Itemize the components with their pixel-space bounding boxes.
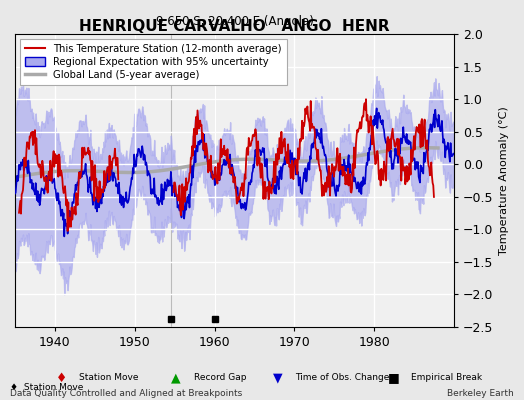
Text: Berkeley Earth: Berkeley Earth	[447, 389, 514, 398]
Text: ♦: ♦	[56, 372, 67, 384]
Legend: This Temperature Station (12-month average), Regional Expectation with 95% uncer: This Temperature Station (12-month avera…	[20, 39, 287, 85]
Y-axis label: Temperature Anomaly (°C): Temperature Anomaly (°C)	[499, 106, 509, 255]
Text: Station Move: Station Move	[79, 374, 138, 382]
Text: 9.650 S, 20.400 E (Angola): 9.650 S, 20.400 E (Angola)	[156, 15, 313, 28]
Text: ▲: ▲	[171, 372, 181, 384]
Text: Time of Obs. Change: Time of Obs. Change	[296, 374, 390, 382]
Text: ♦  Station Move: ♦ Station Move	[10, 383, 84, 392]
Text: Record Gap: Record Gap	[194, 374, 247, 382]
Text: ■: ■	[388, 372, 399, 384]
Text: ▼: ▼	[272, 372, 282, 384]
Title: HENRIQUE CARVALHO   ANGO  HENR: HENRIQUE CARVALHO ANGO HENR	[79, 19, 390, 34]
Text: Empirical Break: Empirical Break	[411, 374, 482, 382]
Text: Data Quality Controlled and Aligned at Breakpoints: Data Quality Controlled and Aligned at B…	[10, 389, 243, 398]
